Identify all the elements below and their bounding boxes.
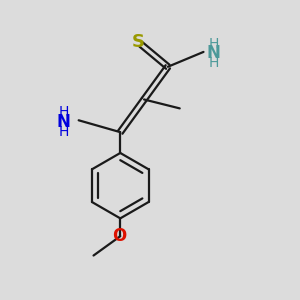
- Text: H: H: [209, 56, 219, 70]
- Text: H: H: [209, 37, 219, 51]
- Text: H: H: [58, 105, 69, 119]
- Text: N: N: [57, 113, 71, 131]
- Text: O: O: [112, 227, 126, 245]
- Text: N: N: [207, 44, 221, 62]
- Text: H: H: [58, 124, 69, 139]
- Text: S: S: [132, 33, 145, 51]
